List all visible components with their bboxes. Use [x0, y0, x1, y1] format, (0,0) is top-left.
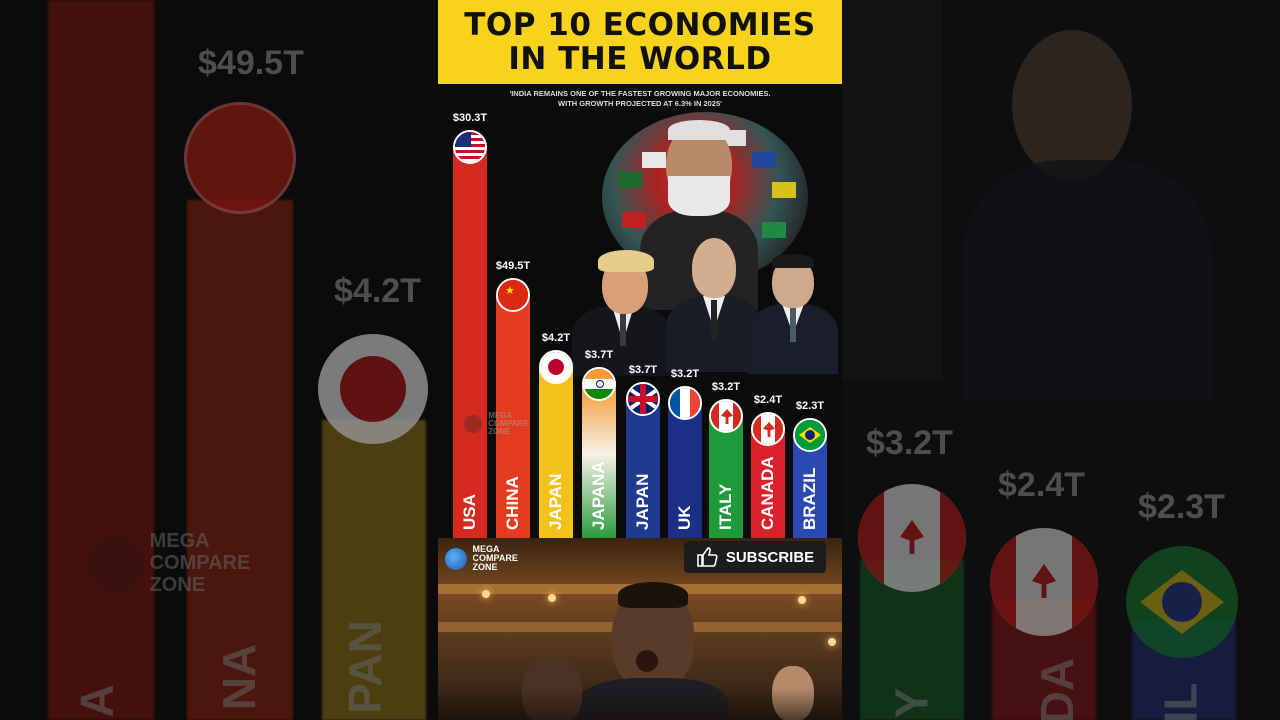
flag-china-icon: ★	[496, 278, 530, 312]
bar-country-label: UK	[675, 505, 694, 530]
leader-photo-trump	[572, 246, 672, 376]
subscribe-button[interactable]: SUBSCRIBE	[684, 541, 826, 573]
title-banner: TOP 10 ECONOMIES IN THE WORLD	[438, 0, 842, 84]
title-line-2: IN THE WORLD	[508, 41, 772, 77]
bar-country-label: JAPAN	[633, 473, 652, 530]
bar-value-label: $2.4T	[753, 394, 783, 406]
backdrop-value: $4.2T	[334, 272, 421, 310]
bar-china: CHINA	[496, 296, 530, 538]
bar-country-label: JAPAN	[546, 473, 565, 530]
backdrop-value: $3.2T	[866, 424, 953, 462]
backdrop-value: $2.4T	[998, 466, 1085, 504]
flag-france-icon	[668, 386, 702, 420]
leader-photo-modi	[634, 120, 764, 310]
flag-india-icon	[582, 367, 616, 401]
bar-country-label: USA	[460, 494, 479, 530]
backdrop-flag-japan-icon	[318, 334, 428, 444]
bar-japan: JAPAN	[539, 368, 573, 538]
left-backdrop: $49.5T $4.2T A NA PAN MEGA COMPARE ZONE	[0, 0, 438, 720]
bar-value-label: $30.3T	[452, 112, 488, 124]
bar-country-label: BRAZIL	[800, 467, 819, 530]
backdrop-value: $49.5T	[198, 44, 304, 82]
bar-value-label: $49.5T	[495, 260, 531, 272]
flag-brazil-icon	[793, 418, 827, 452]
bar-japan: JAPAN	[626, 400, 660, 538]
leader-photo-xi	[748, 252, 838, 374]
watermark-logo-icon	[464, 415, 482, 433]
flag-uk-icon	[626, 382, 660, 416]
bar-brazil: BRAZIL	[793, 436, 827, 538]
backdrop-person	[842, 0, 942, 380]
bar-japana: JAPANA	[582, 385, 616, 538]
backdrop-watermark: MEGA COMPARE ZONE	[88, 530, 250, 596]
backdrop-bar-china	[187, 200, 293, 720]
subtitle-line-1: 'INDIA REMAINS ONE OF THE FASTEST GROWIN…	[509, 89, 771, 98]
bar-country-label: CANADA	[758, 456, 777, 530]
subtitle-quote: 'INDIA REMAINS ONE OF THE FASTEST GROWIN…	[438, 89, 842, 109]
flag-japan-icon	[539, 350, 573, 384]
backdrop-person-body	[962, 160, 1212, 400]
backdrop-bar-usa	[48, 0, 154, 720]
bar-uk: UK	[668, 404, 702, 538]
backdrop-flag-canada-icon	[858, 484, 966, 592]
title-line-1: TOP 10 ECONOMIES	[464, 7, 816, 43]
backdrop-bar-japan	[322, 420, 426, 720]
watermark: MEGA COMPARE ZONE	[464, 412, 529, 436]
reaction-video-overlay: MEGA COMPARE ZONE SUBSCRIBE	[438, 538, 842, 720]
backdrop-value: $2.3T	[1138, 488, 1225, 526]
bar-usa: USA	[453, 148, 487, 538]
bar-country-label: ITALY	[716, 483, 735, 530]
backdrop-person-head	[1012, 30, 1132, 180]
flag-usa-icon	[453, 130, 487, 164]
subscribe-label: SUBSCRIBE	[725, 548, 815, 566]
bar-canada: CANADA	[751, 430, 785, 538]
backdrop-flag-brazil-icon	[1126, 546, 1238, 658]
bar-value-label: $3.7T	[584, 349, 614, 361]
backdrop-flag-canada-icon	[990, 528, 1098, 636]
bar-country-label: JAPANA	[589, 461, 608, 530]
video-frame: TOP 10 ECONOMIES IN THE WORLD 'INDIA REM…	[438, 0, 842, 720]
globe-icon	[445, 547, 467, 570]
backdrop-flag-china-icon	[184, 102, 296, 214]
thumbs-up-icon	[697, 547, 718, 567]
flag-canada-icon	[751, 412, 785, 446]
bar-value-label: $3.2T	[711, 381, 741, 393]
flag-canada-icon	[709, 399, 743, 433]
channel-logo: MEGA COMPARE ZONE	[445, 545, 518, 572]
bar-value-label: $4.2T	[541, 332, 571, 344]
bar-country-label: CHINA	[503, 476, 522, 530]
subtitle-line-2: WITH GROWTH PROJECTED AT 6.3% IN 2025'	[558, 99, 722, 108]
bar-value-label: $3.7T	[628, 364, 658, 376]
bar-italy: ITALY	[709, 417, 743, 538]
bar-value-label: $3.2T	[670, 368, 700, 380]
leader-photo-scholz	[666, 234, 762, 372]
bar-value-label: $2.3T	[795, 400, 825, 412]
right-backdrop: $3.2T $2.4T $2.3T Y DA IL	[842, 0, 1280, 720]
